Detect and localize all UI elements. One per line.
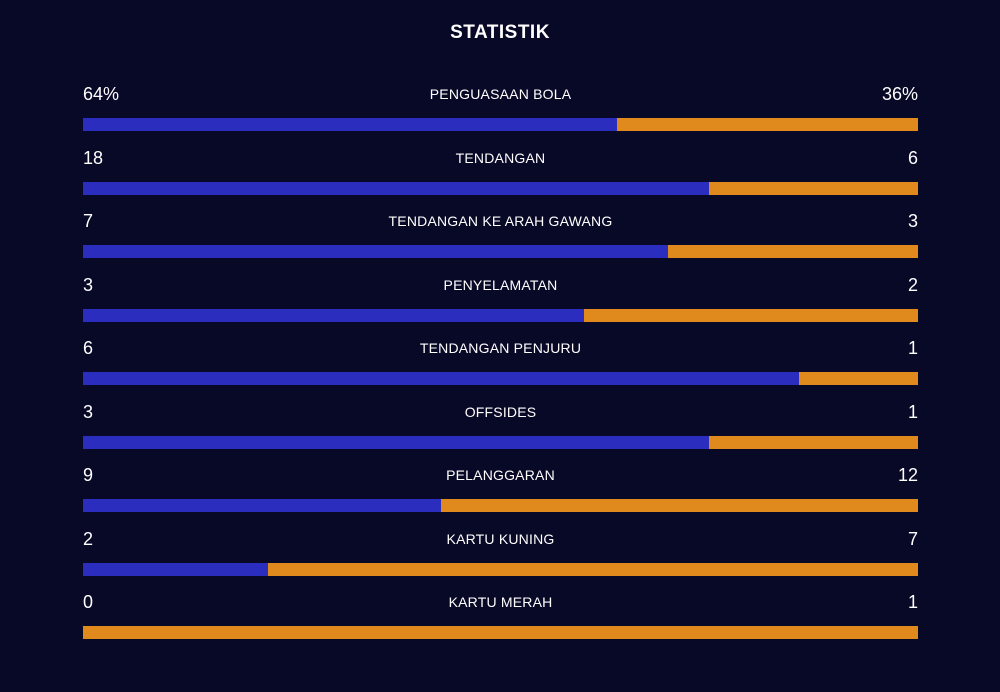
comparison-bar: [83, 499, 918, 512]
stat-label: TENDANGAN PENJURU: [419, 340, 582, 356]
stat-label: TENDANGAN KE ARAH GAWANG: [388, 213, 613, 229]
home-bar-segment: [83, 372, 799, 385]
comparison-bar: [83, 181, 918, 195]
away-bar-segment: [709, 435, 918, 449]
home-bar-segment: [83, 181, 710, 195]
stat-row-possession: 64% PENGUASAAN BOLA 36%: [83, 82, 918, 146]
away-bar-segment: [617, 118, 918, 131]
stat-label: PENGUASAAN BOLA: [429, 86, 572, 102]
comparison-bar: [83, 245, 918, 258]
home-value: 7: [83, 211, 94, 231]
away-value: 36%: [881, 84, 918, 104]
home-value: 3: [83, 274, 94, 295]
home-bar-segment: [83, 245, 668, 258]
away-bar-segment: [709, 181, 918, 195]
home-value: 18: [83, 147, 104, 168]
stat-row-fouls: 9 PELANGGARAN 12: [83, 463, 918, 527]
away-bar-segment: [441, 499, 918, 512]
away-value: 6: [907, 147, 918, 168]
stat-label: PENYELAMATAN: [443, 276, 558, 293]
stat-row-offsides: 3 OFFSIDES 1: [83, 400, 918, 464]
away-bar-segment: [798, 372, 918, 385]
comparison-bar: [83, 435, 918, 449]
home-bar-segment: [83, 435, 710, 449]
comparison-bar: [83, 372, 918, 385]
home-value: 6: [83, 338, 94, 358]
stat-row-shots-on-target: 7 TENDANGAN KE ARAH GAWANG 3: [83, 209, 918, 273]
stat-row-saves: 3 PENYELAMATAN 2: [83, 273, 918, 337]
home-value: 3: [83, 401, 94, 422]
stat-label: OFFSIDES: [464, 403, 537, 420]
away-bar-segment: [83, 626, 918, 639]
away-value: 1: [907, 338, 918, 358]
home-bar-segment: [83, 562, 269, 576]
away-value: 3: [907, 211, 918, 231]
away-value: 7: [907, 528, 918, 549]
page-title: STATISTIK: [450, 22, 550, 43]
stat-label: KARTU KUNING: [446, 530, 555, 547]
away-value: 12: [897, 465, 918, 485]
home-value: 9: [83, 465, 94, 485]
comparison-bar: [83, 562, 918, 576]
stat-row-red-cards: 0 KARTU MERAH 1: [83, 590, 918, 654]
home-value: 64%: [83, 84, 120, 104]
stat-row-yellow-cards: 2 KARTU KUNING 7: [83, 527, 918, 591]
home-value: 0: [83, 592, 94, 612]
home-bar-segment: [83, 308, 584, 322]
stat-row-shots: 18 TENDANGAN 6: [83, 146, 918, 210]
stat-label: TENDANGAN: [455, 149, 546, 166]
away-bar-segment: [667, 245, 918, 258]
comparison-bar: [83, 118, 918, 131]
stat-label: KARTU MERAH: [448, 594, 553, 610]
comparison-bar: [83, 308, 918, 322]
stat-row-corners: 6 TENDANGAN PENJURU 1: [83, 336, 918, 400]
stat-label: PELANGGARAN: [446, 467, 555, 483]
away-value: 1: [907, 592, 918, 612]
stats-list: 64% PENGUASAAN BOLA 36% 18 TENDANGAN 6 7…: [83, 82, 918, 654]
away-bar-segment: [268, 562, 918, 576]
comparison-bar: [83, 626, 918, 639]
away-value: 1: [907, 401, 918, 422]
home-bar-segment: [83, 118, 618, 131]
away-bar-segment: [584, 308, 918, 322]
home-value: 2: [83, 528, 94, 549]
away-value: 2: [907, 274, 918, 295]
home-bar-segment: [83, 499, 442, 512]
